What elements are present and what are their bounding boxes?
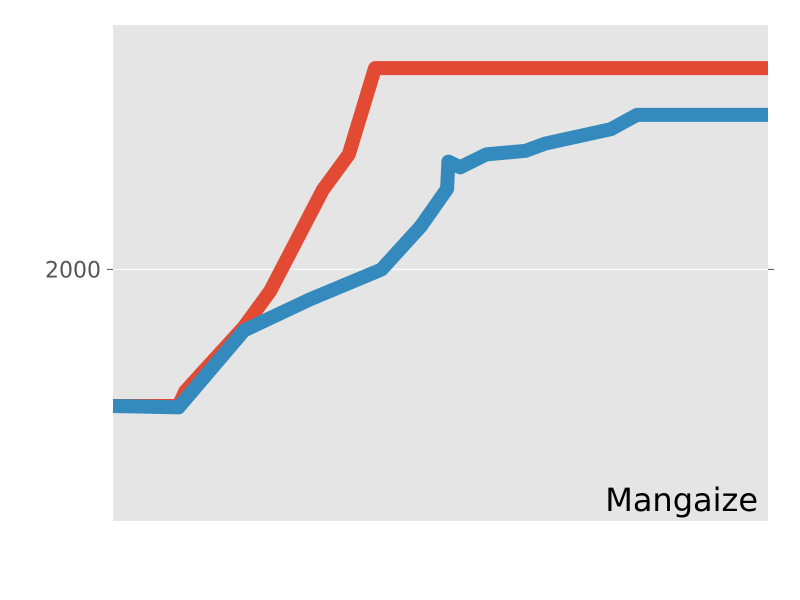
- y-axis-ticks: 2000: [45, 258, 774, 283]
- plot-area: [113, 25, 768, 521]
- series-line-1: [112, 107, 768, 415]
- y-tick-label-0: 2000: [45, 258, 101, 283]
- series-lines: [112, 61, 768, 415]
- chart-annotation: Mangaize: [605, 481, 758, 519]
